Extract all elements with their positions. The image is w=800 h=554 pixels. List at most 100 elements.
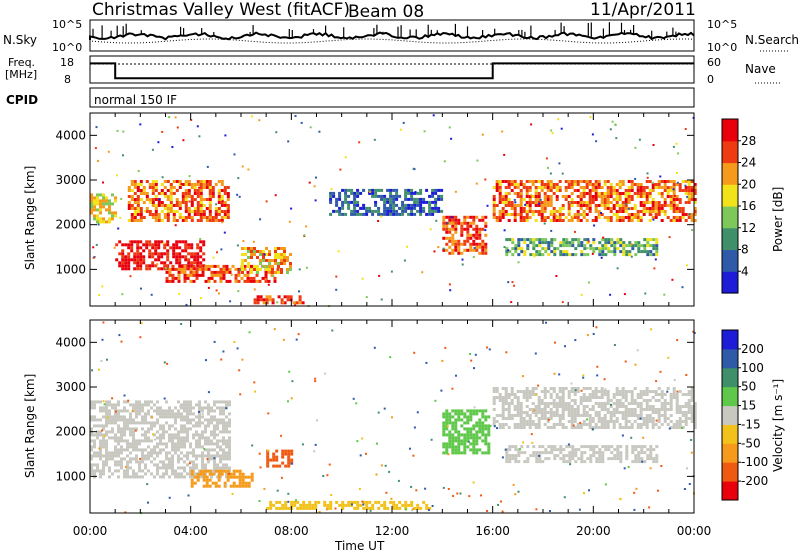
echo-cell — [651, 189, 655, 192]
echo-cell — [448, 412, 452, 416]
echo-cell — [278, 506, 282, 510]
echo-speckle — [288, 370, 291, 373]
echo-speckle — [572, 215, 575, 218]
echo-cell — [250, 253, 253, 256]
echo-cell — [555, 402, 559, 405]
echo-speckle — [442, 247, 445, 250]
echo-cell — [169, 186, 173, 189]
echo-cell — [341, 206, 345, 210]
echo-cell — [624, 414, 628, 417]
echo-cell — [481, 424, 485, 428]
echo-cell — [410, 197, 414, 201]
echo-cell — [621, 414, 625, 417]
echo-speckle — [570, 382, 573, 385]
echo-cell — [639, 423, 643, 426]
echo-cell — [624, 204, 628, 207]
echo-cell — [290, 503, 294, 507]
echo-cell — [180, 457, 183, 461]
echo-cell — [138, 439, 141, 443]
echo-cell — [90, 415, 93, 419]
echo-speckle — [621, 434, 624, 437]
echo-cell — [117, 463, 120, 467]
echo-cell — [663, 399, 667, 402]
echo-cell — [377, 506, 381, 510]
echo-cell — [580, 454, 584, 458]
echo-cell — [651, 390, 655, 393]
echo-speckle — [486, 346, 489, 349]
echo-cell — [413, 197, 417, 201]
echo-cell — [574, 454, 578, 458]
echo-speckle — [128, 240, 131, 243]
echo-cell — [546, 201, 550, 204]
echo-cell — [501, 216, 505, 219]
echo-cell — [136, 219, 140, 222]
echo-cell — [120, 409, 123, 413]
echo-cell — [255, 279, 259, 283]
echo-cell — [690, 213, 694, 216]
echo-cell — [460, 233, 464, 237]
echo-cell — [460, 230, 464, 234]
echo-cell — [585, 387, 589, 390]
echo-cell — [99, 475, 102, 479]
echo-cell — [175, 180, 179, 183]
echo-cell — [624, 411, 628, 414]
echo-cell — [606, 186, 610, 189]
echo-cell — [478, 245, 482, 249]
echo-cell — [90, 202, 93, 206]
echo-cell — [663, 408, 667, 411]
echo-cell — [618, 186, 622, 189]
echo-cell — [141, 418, 144, 422]
echo-cell — [541, 241, 545, 245]
echo-cell — [90, 403, 93, 407]
echo-cell — [136, 240, 140, 244]
echo-cell — [120, 415, 123, 419]
echo-speckle — [655, 419, 658, 422]
echo-cell — [634, 241, 638, 245]
echo-cell — [645, 399, 649, 402]
echo-speckle — [534, 393, 537, 396]
echo-cell — [451, 233, 455, 237]
echo-cell — [573, 393, 577, 396]
echo-cell — [136, 186, 140, 189]
echo-cell — [588, 198, 592, 201]
echo-speckle — [558, 162, 561, 165]
echo-cell — [522, 219, 526, 222]
echo-cell — [133, 240, 137, 244]
echo-cell — [208, 210, 212, 213]
echo-cell — [193, 183, 197, 186]
echo-cell — [492, 399, 496, 402]
echo-cell — [532, 451, 536, 455]
echo-cell — [538, 253, 542, 257]
echo-cell — [154, 210, 158, 213]
echo-cell — [171, 457, 174, 461]
echo-cell — [147, 427, 150, 431]
echo-cell — [693, 210, 697, 213]
echo-cell — [687, 411, 691, 414]
echo-cell — [579, 396, 583, 399]
echo-cell — [528, 420, 532, 423]
echo-cell — [633, 387, 637, 390]
echo-cell — [513, 426, 517, 429]
echo-cell — [552, 213, 556, 216]
echo-cell — [637, 244, 641, 248]
echo-cell — [681, 426, 685, 429]
echo-speckle — [146, 483, 149, 486]
echo-cell — [460, 442, 464, 446]
echo-cell — [654, 213, 658, 216]
echo-cell — [570, 198, 574, 201]
echo-cell — [108, 475, 111, 479]
echo-cell — [652, 253, 656, 257]
echo-cell — [525, 420, 529, 423]
echo-speckle — [686, 467, 688, 470]
echo-speckle — [539, 198, 542, 201]
echo-cell — [225, 267, 229, 271]
echo-cell — [639, 195, 643, 198]
echo-cell — [442, 421, 446, 425]
echo-cell — [567, 210, 571, 213]
echo-cell — [178, 204, 182, 207]
echo-cell — [651, 204, 655, 207]
echo-cell — [573, 411, 577, 414]
echo-cell — [223, 469, 227, 473]
echo-speckle — [267, 412, 270, 415]
echo-cell — [160, 252, 164, 256]
